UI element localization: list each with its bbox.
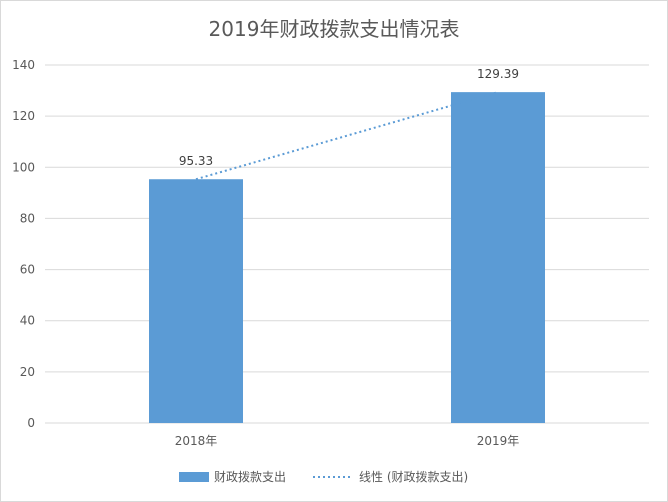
x-axis-ticks: 2018年 2019年 (175, 434, 520, 448)
chart-title: 2019年财政拨款支出情况表 (208, 17, 460, 41)
y-tick-label: 20 (20, 365, 35, 379)
gridlines (45, 64, 649, 424)
data-label: 129.39 (477, 67, 519, 81)
data-label: 95.33 (179, 154, 213, 168)
trendline (195, 91, 499, 181)
bar (149, 179, 243, 423)
trendline-path (195, 91, 499, 181)
bars (149, 92, 545, 423)
x-tick-label: 2018年 (175, 434, 218, 448)
y-tick-label: 100 (12, 160, 35, 174)
y-tick-label: 120 (12, 109, 35, 123)
y-tick-label: 80 (20, 211, 35, 225)
bar (451, 92, 545, 423)
y-tick-label: 40 (20, 314, 35, 328)
y-tick-label: 0 (27, 416, 35, 430)
legend: 财政拨款支出 线性 (财政拨款支出) (179, 470, 468, 484)
y-axis-ticks: 0 20 40 60 80 100 120 140 (12, 58, 35, 430)
legend-label-trendline: 线性 (财政拨款支出) (359, 470, 468, 484)
data-labels: 95.33 129.39 (179, 67, 519, 168)
legend-swatch-series (179, 472, 209, 482)
y-tick-label: 140 (12, 58, 35, 72)
y-tick-label: 60 (20, 263, 35, 277)
x-tick-label: 2019年 (477, 434, 520, 448)
legend-label-series: 财政拨款支出 (214, 470, 286, 484)
